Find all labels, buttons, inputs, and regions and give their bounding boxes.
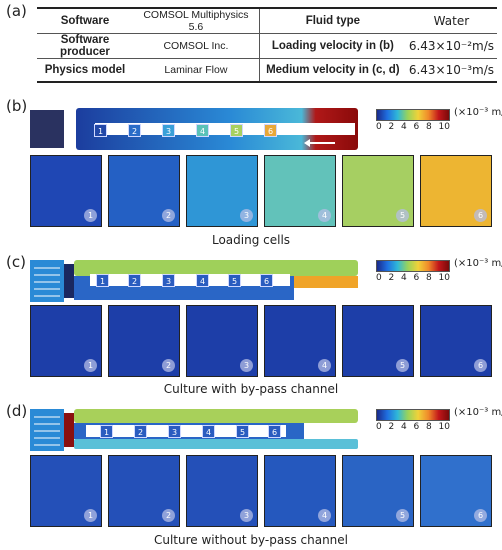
zoom-tile: 3 xyxy=(186,455,258,527)
tiles-c: 1 2 3 4 5 6 xyxy=(30,305,492,377)
caption-d: Culture without by-pass channel xyxy=(153,533,349,547)
inlet-arrows xyxy=(34,416,60,446)
tiles-d: 1 2 3 4 5 6 xyxy=(30,455,492,527)
cell-marker: 5 xyxy=(236,425,249,438)
cell-marker: 6 xyxy=(260,274,273,287)
table-value: 6.43×10⁻²m/s xyxy=(405,33,497,59)
table-value: 6.43×10⁻³m/s xyxy=(405,58,497,83)
table-key: Loading velocity in (b) xyxy=(259,33,406,59)
table-value: Laminar Flow xyxy=(132,58,260,83)
table-row: Software COMSOL Multiphysics 5.6 Fluid t… xyxy=(37,7,497,34)
cell-marker: 2 xyxy=(134,425,147,438)
zoom-tile: 6 xyxy=(420,455,492,527)
cell-marker: 2 xyxy=(128,124,141,137)
zoom-tile: 3 xyxy=(186,155,258,227)
table-key: Medium velocity in (c, d) xyxy=(259,58,406,83)
cell-marker: 1 xyxy=(96,274,109,287)
bypass-gap xyxy=(95,123,355,135)
cell-marker: 5 xyxy=(228,274,241,287)
caption-b: Loading cells xyxy=(211,233,291,247)
table-row: Physics model Laminar Flow Medium veloci… xyxy=(37,58,497,83)
cells-row xyxy=(86,425,286,437)
cell-marker: 6 xyxy=(264,124,277,137)
zoom-tile: 5 xyxy=(342,155,414,227)
inlet-block xyxy=(30,409,64,451)
device-map-b xyxy=(30,108,358,150)
zoom-tile: 6 xyxy=(420,305,492,377)
cell-marker: 1 xyxy=(94,124,107,137)
tiles-b: 1 2 3 4 5 6 xyxy=(30,155,492,227)
table-key: Software xyxy=(37,7,133,34)
inlet-lines xyxy=(64,113,76,143)
zoom-tile: 4 xyxy=(264,305,336,377)
top-channel xyxy=(74,409,358,423)
table-value: COMSOL Multiphysics 5.6 xyxy=(132,7,260,34)
zoom-tile: 1 xyxy=(30,305,102,377)
colorbar-unit: (×10⁻³ m/s) xyxy=(454,407,502,418)
panel-label-c: (c) xyxy=(6,253,26,271)
table-key: Fluid type xyxy=(259,7,406,34)
device-map-d xyxy=(30,409,358,451)
device-map-c xyxy=(30,260,358,302)
cell-marker: 6 xyxy=(268,425,281,438)
colorbar-unit: (×10⁻³ m/s) xyxy=(454,258,502,269)
table-value: Water xyxy=(405,7,497,34)
zoom-tile: 5 xyxy=(342,455,414,527)
bottom-channel xyxy=(74,439,358,449)
inlet-block xyxy=(30,260,64,302)
inlet-connector xyxy=(64,413,74,447)
inlet-arrows xyxy=(34,267,60,297)
table-key: Software producer xyxy=(37,33,133,59)
panel-label-d: (d) xyxy=(6,402,28,420)
cell-marker: 3 xyxy=(162,124,175,137)
top-channel xyxy=(74,260,358,276)
zoom-tile: 5 xyxy=(342,305,414,377)
cell-marker: 4 xyxy=(202,425,215,438)
table-row: Software producer COMSOL Inc. Loading ve… xyxy=(37,33,497,59)
panel-label-a: (a) xyxy=(6,2,27,20)
cell-marker: 5 xyxy=(230,124,243,137)
parameters-table: Software COMSOL Multiphysics 5.6 Fluid t… xyxy=(37,7,497,83)
caption-c: Culture with by-pass channel xyxy=(163,382,339,396)
cell-marker: 3 xyxy=(162,274,175,287)
zoom-tile: 1 xyxy=(30,455,102,527)
colorbar-gradient xyxy=(376,260,450,272)
cell-marker: 1 xyxy=(100,425,113,438)
inlet-connector xyxy=(64,264,74,298)
colorbar-unit: (×10⁻³ m/s) xyxy=(454,107,502,118)
colorbar-gradient xyxy=(376,409,450,421)
zoom-tile: 1 xyxy=(30,155,102,227)
cell-marker: 2 xyxy=(128,274,141,287)
panel-label-b: (b) xyxy=(6,97,28,115)
zoom-tile: 6 xyxy=(420,155,492,227)
zoom-tile: 2 xyxy=(108,305,180,377)
colorbar-gradient xyxy=(376,109,450,121)
zoom-tile: 2 xyxy=(108,455,180,527)
zoom-tile: 3 xyxy=(186,305,258,377)
cell-marker: 3 xyxy=(168,425,181,438)
cell-marker: 4 xyxy=(196,274,209,287)
bypass-hot xyxy=(294,276,358,288)
flow-arrow-head xyxy=(304,139,310,147)
zoom-tile: 2 xyxy=(108,155,180,227)
bypass-gap xyxy=(294,288,358,300)
inlet-block xyxy=(30,110,64,148)
cell-marker: 4 xyxy=(196,124,209,137)
zoom-tile: 4 xyxy=(264,455,336,527)
zoom-tile: 4 xyxy=(264,155,336,227)
table-value: COMSOL Inc. xyxy=(132,33,260,59)
table-key: Physics model xyxy=(37,58,133,83)
